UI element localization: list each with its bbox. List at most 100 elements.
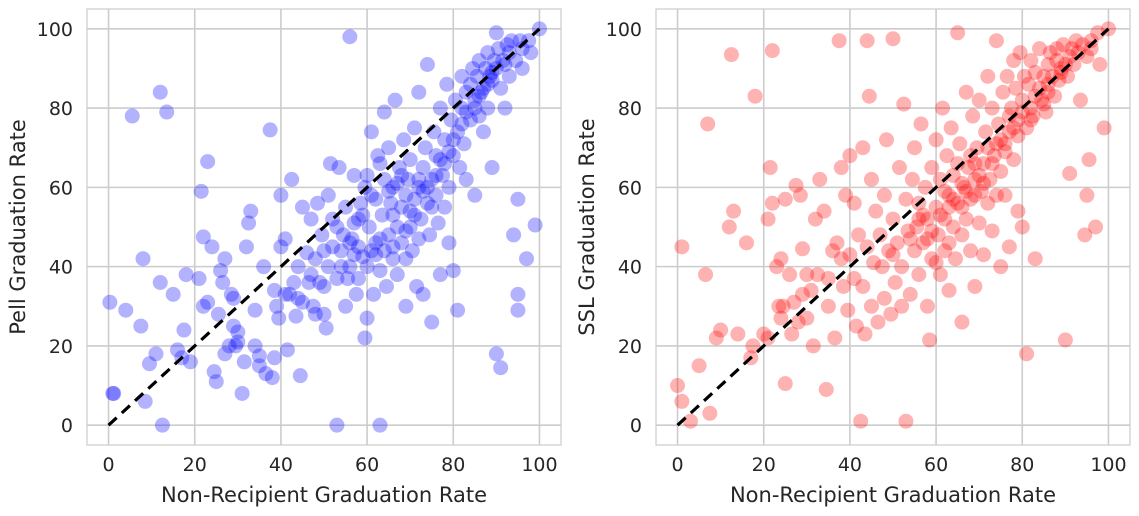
right-point-125 [950, 195, 966, 211]
left-point-211 [508, 53, 524, 69]
right-point-34 [788, 177, 804, 193]
right-point-99 [909, 219, 925, 235]
left-point-85 [322, 156, 338, 172]
left-point-147 [415, 160, 431, 176]
right-point-252 [885, 247, 901, 263]
left-point-216 [514, 41, 530, 57]
left-point-29 [210, 306, 226, 322]
left-point-77 [310, 195, 326, 211]
right-point-66 [855, 278, 871, 294]
right-point-155 [993, 164, 1009, 180]
right-y-tick-1: 20 [618, 336, 642, 358]
left-point-248 [445, 132, 461, 148]
right-plot-frame [655, 8, 1131, 446]
left-point-92 [335, 227, 351, 243]
right-point-158 [997, 136, 1013, 152]
left-point-68 [292, 368, 308, 384]
right-point-1 [674, 239, 690, 255]
right-point-178 [1025, 108, 1041, 124]
left-x-tick-2: 40 [269, 454, 293, 476]
right-y-tick-0: 0 [630, 415, 642, 437]
left-point-63 [282, 286, 298, 302]
right-point-128 [954, 227, 970, 243]
left-point-74 [305, 298, 321, 314]
left-point-210 [506, 227, 522, 243]
right-point-27 [773, 310, 789, 326]
right-point-7 [702, 405, 718, 421]
left-point-157 [428, 148, 444, 164]
left-point-226 [389, 175, 405, 191]
right-point-94 [900, 223, 916, 239]
left-point-58 [273, 187, 289, 203]
left-point-42 [236, 354, 252, 370]
right-point-148 [982, 171, 998, 187]
left-point-115 [368, 235, 384, 251]
left-point-188 [475, 80, 491, 96]
left-grid [87, 9, 561, 445]
left-point-250 [471, 88, 487, 104]
left-point-190 [478, 60, 494, 76]
left-point-259 [316, 243, 332, 259]
left-y-tick-labels: 0 20 40 60 80 100 [37, 19, 73, 437]
right-point-25 [771, 298, 787, 314]
right-point-179 [1027, 64, 1043, 80]
left-point-38 [228, 338, 244, 354]
left-point-146 [413, 211, 429, 227]
right-point-23 [764, 43, 780, 59]
left-point-128 [387, 92, 403, 108]
left-point-23 [195, 229, 211, 245]
right-point-39 [799, 267, 815, 283]
left-point-181 [465, 60, 481, 76]
right-point-12 [726, 203, 742, 219]
right-point-29 [777, 376, 793, 392]
right-point-58 [840, 302, 856, 318]
left-point-212 [510, 191, 526, 207]
left-point-20 [191, 271, 207, 287]
right-point-88 [891, 160, 907, 176]
right-point-87 [889, 235, 905, 251]
left-point-140 [404, 243, 420, 259]
right-point-114 [932, 171, 948, 187]
left-point-91 [333, 243, 349, 259]
right-point-191 [1049, 53, 1065, 69]
left-point-66 [288, 308, 304, 324]
right-point-132 [958, 211, 974, 227]
right-point-41 [803, 282, 819, 298]
right-point-9 [713, 322, 729, 338]
right-point-26 [773, 251, 789, 267]
right-point-46 [816, 203, 832, 219]
left-point-253 [372, 156, 388, 172]
right-point-118 [939, 148, 955, 164]
right-point-198 [1060, 68, 1076, 84]
left-point-109 [359, 259, 375, 275]
left-point-107 [357, 330, 373, 346]
right-point-53 [831, 33, 847, 49]
left-point-180 [463, 112, 479, 128]
right-point-221 [958, 183, 974, 199]
left-point-5 [133, 318, 149, 334]
right-point-209 [1079, 187, 1095, 203]
left-point-232 [467, 100, 483, 116]
right-point-100 [911, 267, 927, 283]
left-point-221 [527, 217, 543, 233]
left-y-tick-4: 80 [49, 98, 73, 120]
left-point-50 [256, 259, 272, 275]
right-point-156 [993, 259, 1009, 275]
left-point-182 [467, 92, 483, 108]
left-point-104 [353, 195, 369, 211]
left-point-21 [193, 183, 209, 199]
right-point-73 [863, 298, 879, 314]
left-y-axis-label: Pell Graduation Rate [6, 119, 30, 335]
left-point-0 [102, 294, 118, 310]
left-point-178 [458, 171, 474, 187]
right-point-35 [790, 314, 806, 330]
left-point-260 [303, 267, 319, 283]
right-point-222 [971, 167, 987, 183]
left-y-tick-1: 20 [49, 336, 73, 358]
left-point-34 [221, 338, 237, 354]
left-point-83 [320, 259, 336, 275]
left-point-122 [378, 278, 394, 294]
right-point-141 [971, 92, 987, 108]
left-point-230 [441, 144, 457, 160]
